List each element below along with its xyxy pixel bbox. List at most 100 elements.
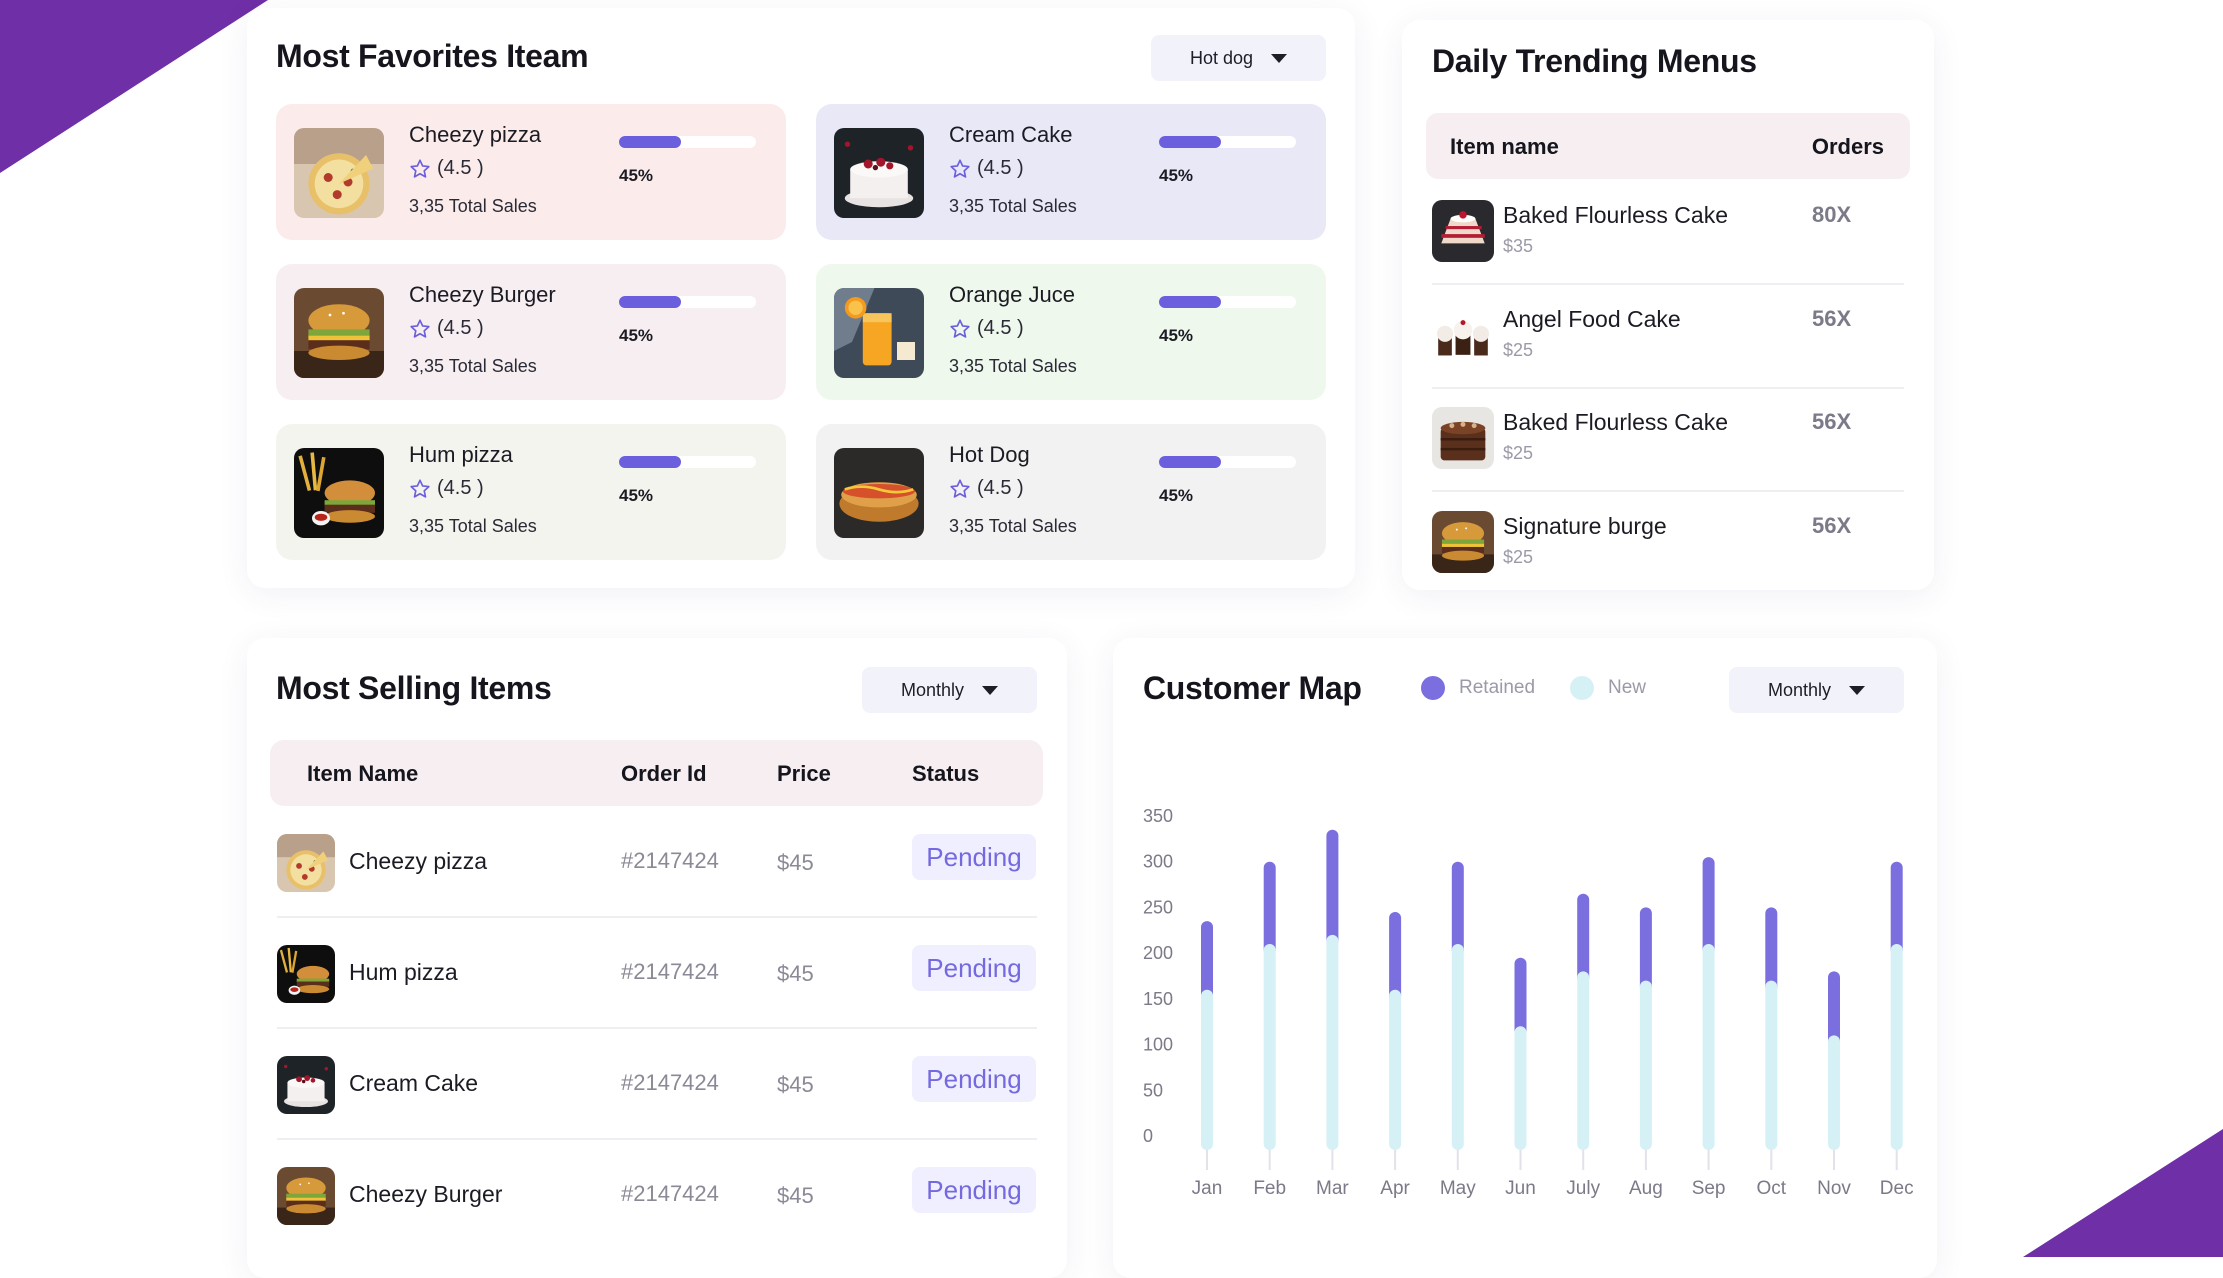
favorite-rating: (4.5 ) <box>949 157 1024 180</box>
bar-retained-feb[interactable] <box>1263 861 1276 956</box>
trending-item-name: Baked Flourless Cake <box>1503 202 1728 228</box>
burger-fries-photo-icon <box>277 945 335 1003</box>
bar-new-sep[interactable] <box>1702 944 1715 1150</box>
selling-order-id: #2147424 <box>621 848 719 873</box>
favorites-filter-dropdown[interactable]: Hot dog <box>1151 35 1326 81</box>
status-badge: Pending <box>912 945 1036 991</box>
favorite-rating-value: (4.5 ) <box>437 317 484 339</box>
favorite-rating: (4.5 ) <box>949 477 1024 500</box>
favorite-card[interactable]: Cheezy Burger (4.5 ) 3,35 Total Sales 45… <box>276 264 786 400</box>
bar-new-mar[interactable] <box>1326 934 1339 1150</box>
cake-photo-icon <box>277 1056 335 1114</box>
table-row[interactable]: Cheezy Burger #2147424 $45 Pending <box>277 1167 1037 1277</box>
bar-retained-aug[interactable] <box>1639 907 1652 993</box>
row-divider <box>1432 283 1904 285</box>
favorite-card[interactable]: Hot Dog (4.5 ) 3,35 Total Sales 45% <box>816 424 1326 560</box>
favorite-progress-fill <box>619 456 681 468</box>
star-icon <box>949 158 971 180</box>
corner-decoration <box>0 0 268 173</box>
favorite-progress-percent: 45% <box>619 166 654 185</box>
status-badge: Pending <box>912 834 1036 880</box>
trending-row[interactable]: Baked Flourless Cake $35 80X <box>1432 200 1904 303</box>
burger-fries-photo-icon <box>294 448 384 538</box>
row-divider <box>277 916 1037 918</box>
favorite-progress-bar <box>619 456 756 468</box>
bar-new-oct[interactable] <box>1765 980 1778 1150</box>
table-row[interactable]: Cream Cake #2147424 $45 Pending <box>277 1056 1037 1166</box>
favorite-card[interactable]: Cheezy pizza (4.5 ) 3,35 Total Sales 45% <box>276 104 786 240</box>
bar-new-may[interactable] <box>1451 944 1464 1150</box>
trending-row[interactable]: Signature burge $25 56X <box>1432 510 1904 614</box>
x-tick-label: July <box>1566 1178 1600 1199</box>
x-tick-label: Mar <box>1316 1178 1349 1199</box>
trending-row[interactable]: Baked Flourless Cake $25 56X <box>1432 407 1904 510</box>
bar-retained-july[interactable] <box>1577 893 1590 984</box>
legend-retained-label: Retained <box>1459 677 1536 698</box>
favorites-filter-value: Hot dog <box>1189 47 1254 68</box>
bar-retained-nov[interactable] <box>1828 971 1840 1048</box>
x-tick-label: Nov <box>1817 1178 1851 1199</box>
bar-retained-jan[interactable] <box>1201 921 1213 1002</box>
favorite-card[interactable]: Orange Juce (4.5 ) 3,35 Total Sales 45% <box>816 264 1326 400</box>
favorite-name: Cheezy pizza <box>409 122 542 147</box>
cake-photo-icon <box>834 128 924 218</box>
trending-item-name: Angel Food Cake <box>1503 305 1681 332</box>
y-tick-label: 200 <box>1143 943 1173 963</box>
table-row[interactable]: Hum pizza #2147424 $45 Pending <box>277 945 1037 1055</box>
trending-row[interactable]: Angel Food Cake $25 56X <box>1432 303 1904 407</box>
favorite-total-sales: 3,35 Total Sales <box>409 356 537 376</box>
legend-new[interactable]: New <box>1570 676 1646 700</box>
star-icon <box>409 158 431 180</box>
favorite-progress-fill <box>1159 136 1221 148</box>
bar-new-jun[interactable] <box>1514 1026 1527 1150</box>
customer-map-panel <box>1113 638 1937 1278</box>
selling-price: $45 <box>777 1072 814 1097</box>
customer-map-filter-dropdown[interactable]: Monthly <box>1729 667 1904 713</box>
favorite-card[interactable]: Hum pizza (4.5 ) 3,35 Total Sales 45% <box>276 424 786 560</box>
y-tick-label: 50 <box>1143 1080 1163 1100</box>
selling-price: $45 <box>777 1183 814 1208</box>
selling-item-name: Hum pizza <box>349 959 458 985</box>
legend-retained[interactable]: Retained <box>1421 676 1535 700</box>
bar-new-nov[interactable] <box>1828 1035 1840 1150</box>
legend-new-label: New <box>1608 677 1647 698</box>
favorite-total-sales: 3,35 Total Sales <box>949 196 1077 216</box>
bar-retained-mar[interactable] <box>1326 829 1339 947</box>
bar-new-jan[interactable] <box>1201 989 1213 1150</box>
bar-new-feb[interactable] <box>1263 944 1276 1150</box>
trending-item-price: $25 <box>1503 339 1534 360</box>
bar-retained-sep[interactable] <box>1702 857 1715 956</box>
selling-filter-value: Monthly <box>900 679 965 700</box>
bar-new-july[interactable] <box>1577 971 1590 1150</box>
selling-filter-dropdown[interactable]: Monthly <box>862 667 1037 713</box>
trending-title: Daily Trending Menus <box>1432 43 1757 79</box>
bar-retained-oct[interactable] <box>1765 907 1778 993</box>
x-tick-label: Feb <box>1253 1178 1286 1199</box>
x-tick-label: May <box>1440 1178 1476 1199</box>
bar-retained-jun[interactable] <box>1514 957 1527 1039</box>
favorite-rating-value: (4.5 ) <box>977 477 1024 499</box>
selling-item-name: Cream Cake <box>349 1070 479 1096</box>
selling-table-header: Item Name Order Id Price Status <box>270 740 1043 806</box>
x-tick-label: Dec <box>1880 1178 1914 1199</box>
trending-item-price: $35 <box>1503 236 1534 256</box>
chevron-down-icon <box>982 685 999 695</box>
bar-retained-may[interactable] <box>1451 861 1464 956</box>
star-icon <box>949 318 971 340</box>
bar-retained-apr[interactable] <box>1389 912 1402 1002</box>
bar-new-aug[interactable] <box>1639 980 1652 1150</box>
star-icon <box>949 478 971 500</box>
chocolate-cake-photo-icon <box>1432 407 1494 469</box>
favorite-card[interactable]: Cream Cake (4.5 ) 3,35 Total Sales 45% <box>816 104 1326 240</box>
favorite-progress-percent: 45% <box>1159 486 1194 505</box>
favorite-progress-percent: 45% <box>1159 166 1194 185</box>
bar-new-dec[interactable] <box>1890 944 1903 1150</box>
trending-col-orders: Orders <box>1811 134 1884 159</box>
favorite-rating-value: (4.5 ) <box>437 477 484 499</box>
x-tick-label: Apr <box>1380 1178 1410 1199</box>
bar-new-apr[interactable] <box>1389 989 1402 1150</box>
trending-item-name: Signature burge <box>1503 512 1667 539</box>
bar-retained-dec[interactable] <box>1890 861 1903 956</box>
selling-item-name: Cheezy Burger <box>349 1181 503 1207</box>
table-row[interactable]: Cheezy pizza #2147424 $45 Pending <box>277 834 1037 944</box>
